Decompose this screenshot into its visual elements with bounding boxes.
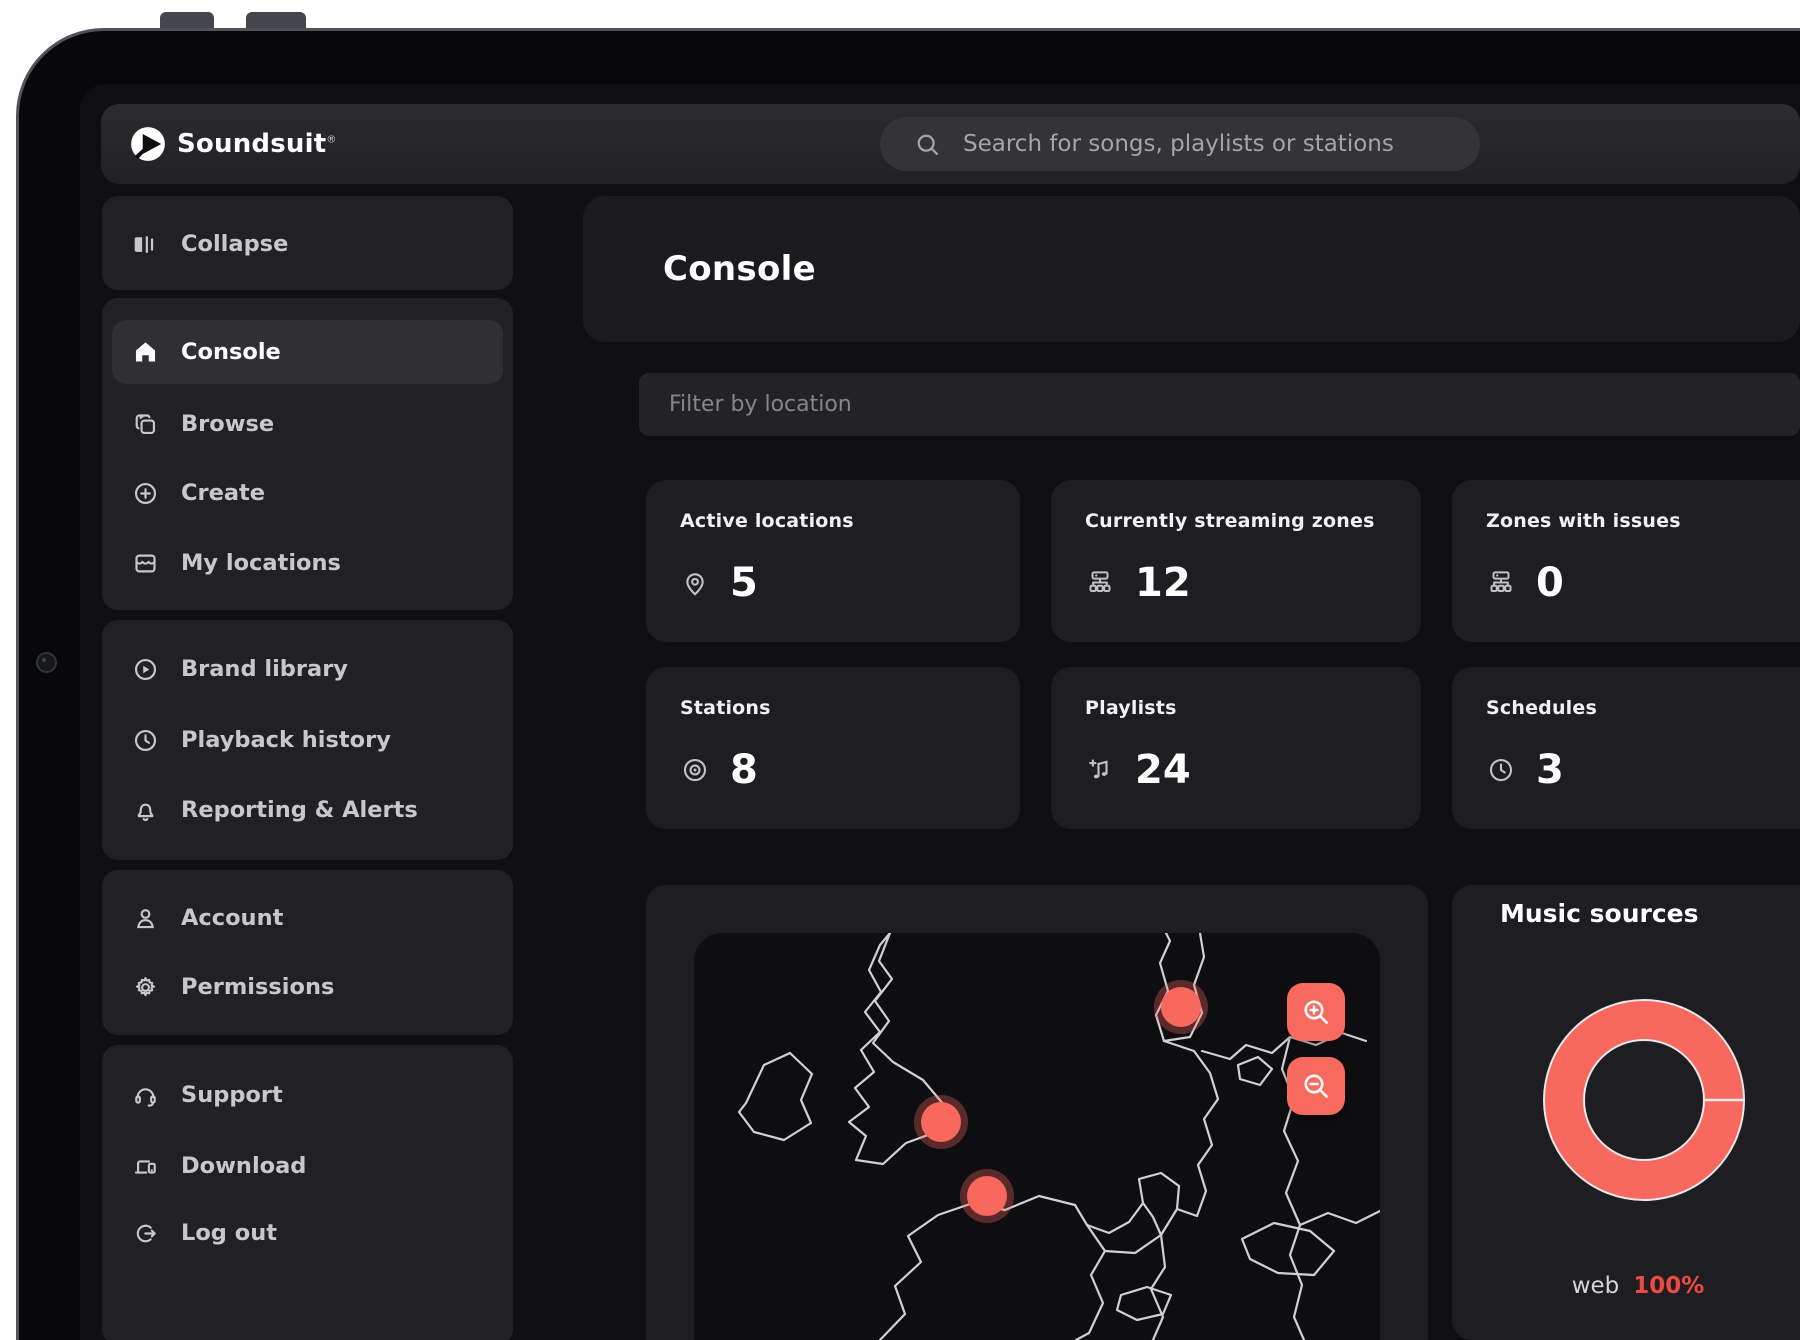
- stat-label: Active locations: [680, 510, 854, 532]
- sidebar-item-label: Reporting & Alerts: [181, 797, 418, 823]
- sidebar-item-label: Brand library: [181, 656, 348, 682]
- play-circle-icon: [134, 658, 157, 680]
- playlist-note-icon: [1089, 759, 1108, 779]
- stat-label: Schedules: [1486, 697, 1597, 719]
- map-zoom-out-button[interactable]: [1287, 1057, 1345, 1115]
- devices-icon: [134, 1159, 156, 1174]
- location-filter[interactable]: [639, 373, 1800, 436]
- copy-stack-icon: [135, 413, 156, 434]
- music-sources-card: Music sources web 100%: [1452, 885, 1800, 1340]
- registered-mark: ®: [326, 134, 337, 146]
- station-disc-icon: [683, 758, 707, 782]
- storefront-icon: [135, 554, 156, 572]
- sidebar-collapse-card: Collapse: [102, 196, 513, 290]
- front-camera: [36, 652, 57, 673]
- stat-value: 3: [1536, 747, 1564, 793]
- stat-label: Stations: [680, 697, 771, 719]
- zoom-in-icon: [1304, 1000, 1328, 1024]
- clock-icon: [134, 729, 157, 751]
- sidebar-item-support[interactable]: Support: [102, 1063, 513, 1127]
- sidebar-item-label: Account: [181, 905, 284, 931]
- location-marker[interactable]: [1161, 987, 1201, 1027]
- sidebar-item-download[interactable]: Download: [102, 1134, 513, 1198]
- stat-value: 0: [1536, 560, 1564, 606]
- sidebar-item-label: Permissions: [181, 974, 335, 1000]
- brand-logo: Soundsuit®: [129, 104, 337, 184]
- music-sources-title: Music sources: [1500, 899, 1699, 928]
- sidebar-item-label: My locations: [181, 550, 341, 576]
- stat-label: Playlists: [1085, 697, 1177, 719]
- sidebar-item-label: Console: [181, 339, 281, 365]
- music-sources-donut-chart: [1543, 999, 1745, 1201]
- headset-icon: [135, 1087, 156, 1107]
- sidebar-item-browse[interactable]: Browse: [102, 392, 513, 456]
- brand-name: Soundsuit®: [177, 129, 337, 159]
- collapse-button[interactable]: Collapse: [102, 212, 513, 276]
- sidebar-support-nav: Support Download Log out: [102, 1045, 513, 1340]
- page-header-band: Console: [583, 196, 1800, 342]
- stat-card-schedules: Schedules 3: [1452, 667, 1800, 829]
- country-borders: [737, 933, 1380, 1340]
- map-markers: [914, 980, 1208, 1223]
- sidebar-item-label: Log out: [181, 1220, 277, 1246]
- stat-label: Currently streaming zones: [1085, 510, 1375, 532]
- sidebar-item-playback-history[interactable]: Playback history: [102, 708, 513, 772]
- zones-network-icon: [1490, 571, 1512, 592]
- sidebar-item-create[interactable]: Create: [102, 461, 513, 525]
- gear-icon: [135, 976, 156, 996]
- collapse-label: Collapse: [181, 231, 289, 257]
- stat-value: 8: [730, 747, 758, 793]
- sidebar-item-permissions[interactable]: Permissions: [102, 955, 513, 1019]
- collapse-sidebar-icon: [134, 235, 154, 253]
- sidebar-item-my-locations[interactable]: My locations: [102, 531, 513, 595]
- sidebar-main-nav: Console Browse Create My locations: [102, 298, 513, 610]
- clock-icon: [1489, 758, 1513, 782]
- legend-label: web: [1571, 1273, 1620, 1299]
- search-input[interactable]: [961, 130, 1466, 158]
- sidebar-item-reporting-alerts[interactable]: Reporting & Alerts: [102, 778, 513, 842]
- stat-card-zones-with-issues: Zones with issues 0: [1452, 480, 1800, 642]
- music-sources-legend: web 100%: [1452, 1273, 1800, 1299]
- home-icon: [135, 341, 156, 361]
- sidebar-item-label: Download: [181, 1153, 307, 1179]
- sidebar-item-brand-library[interactable]: Brand library: [102, 637, 513, 701]
- stat-card-playlists: Playlists 24: [1051, 667, 1421, 829]
- sidebar-library-nav: Brand library Playback history Reporting…: [102, 620, 513, 860]
- stat-card-streaming-zones: Currently streaming zones 12: [1051, 480, 1421, 642]
- stat-card-stations: Stations 8: [646, 667, 1020, 829]
- map-pin-icon: [686, 573, 704, 596]
- map-panel[interactable]: [694, 933, 1380, 1340]
- search-icon: [917, 134, 939, 155]
- search-bar[interactable]: [880, 117, 1480, 171]
- sidebar-item-label: Support: [181, 1082, 283, 1108]
- map-zoom-in-button[interactable]: [1287, 983, 1345, 1041]
- user-icon: [137, 908, 154, 928]
- stat-value: 5: [730, 560, 758, 606]
- stat-label: Zones with issues: [1486, 510, 1681, 532]
- legend-value: 100%: [1633, 1273, 1705, 1299]
- page-title: Console: [663, 249, 816, 289]
- location-marker[interactable]: [921, 1102, 961, 1142]
- zones-network-icon: [1089, 571, 1111, 592]
- logout-icon: [136, 1224, 156, 1242]
- zoom-out-icon: [1304, 1074, 1328, 1098]
- topbar: Soundsuit®: [101, 104, 1800, 184]
- plus-circle-icon: [134, 482, 157, 504]
- sidebar-item-log-out[interactable]: Log out: [102, 1201, 513, 1265]
- sidebar-account-nav: Account Permissions: [102, 870, 513, 1035]
- europe-map[interactable]: [694, 933, 1380, 1340]
- stat-value: 12: [1135, 560, 1191, 606]
- sidebar-item-label: Playback history: [181, 727, 391, 753]
- stat-value: 24: [1135, 747, 1191, 793]
- sidebar-item-account[interactable]: Account: [102, 886, 513, 950]
- sidebar-item-label: Browse: [181, 411, 275, 437]
- location-marker[interactable]: [967, 1176, 1007, 1216]
- filter-input[interactable]: [639, 373, 1800, 436]
- soundsuit-logo-icon: [131, 127, 165, 161]
- bell-icon: [137, 803, 154, 821]
- sidebar-item-label: Create: [181, 480, 266, 506]
- stat-card-active-locations: Active locations 5: [646, 480, 1020, 642]
- sidebar-item-console[interactable]: Console: [112, 320, 503, 384]
